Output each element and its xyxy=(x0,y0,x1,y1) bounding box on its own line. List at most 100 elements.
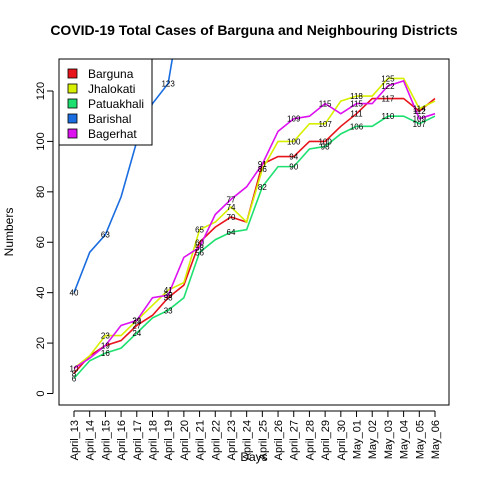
y-tick-label: 20 xyxy=(35,337,47,349)
data-label: 115 xyxy=(319,100,332,109)
x-tick-label: April_16 xyxy=(116,420,128,460)
data-label: 29 xyxy=(132,316,141,325)
y-tick-label: 80 xyxy=(35,186,47,198)
x-tick-label: April_23 xyxy=(226,420,238,460)
data-label: 107 xyxy=(318,120,332,129)
data-label: 109 xyxy=(287,115,301,124)
data-label: 82 xyxy=(258,183,267,192)
legend-swatch xyxy=(67,83,78,94)
data-label: 114 xyxy=(413,105,426,114)
legend-label: Patuakhali xyxy=(88,97,144,111)
data-label: 125 xyxy=(381,74,395,83)
data-label: 6 xyxy=(72,374,77,383)
x-tick-label: May_05 xyxy=(414,420,426,459)
x-tick-label: April_26 xyxy=(273,420,285,460)
x-tick-label: May_06 xyxy=(430,420,442,459)
x-tick-label: May_03 xyxy=(383,420,395,459)
x-tick-label: April_25 xyxy=(257,420,269,460)
data-label: 94 xyxy=(289,153,298,162)
data-label: 112 xyxy=(413,107,426,116)
x-tick-label: May_01 xyxy=(352,420,364,459)
data-label: 41 xyxy=(164,286,173,295)
x-tick-label: April_29 xyxy=(320,420,332,460)
legend: BargunaJhalokatiPatuakhaliBarishalBagerh… xyxy=(58,58,153,146)
data-label: 40 xyxy=(70,289,79,298)
x-tick-label: May_02 xyxy=(367,420,379,459)
data-label: 123 xyxy=(161,79,175,88)
data-label: 98 xyxy=(321,142,330,151)
x-tick-label: April_22 xyxy=(210,420,222,460)
series-line-barishal xyxy=(73,59,174,293)
data-label: 70 xyxy=(227,213,236,222)
plot-frame xyxy=(58,58,450,406)
x-tick-label: April_15 xyxy=(100,420,112,460)
data-label: 23 xyxy=(101,332,110,341)
data-label: 39 xyxy=(164,291,173,300)
legend-swatch xyxy=(67,68,78,79)
data-label: 31 xyxy=(132,316,141,325)
x-tick-label: April_13 xyxy=(69,420,81,460)
legend-swatch xyxy=(67,113,78,124)
legend-swatch xyxy=(67,128,78,139)
y-axis-label: Numbers xyxy=(2,208,16,257)
legend-label: Barishal xyxy=(88,112,131,126)
legend-label: Jhalokati xyxy=(88,82,135,96)
data-label: 10 xyxy=(70,364,79,373)
y-tick-label: 60 xyxy=(35,236,47,248)
x-tick-label: April_20 xyxy=(179,420,191,460)
data-label: 110 xyxy=(382,112,395,121)
data-label: 122 xyxy=(381,82,395,91)
x-tick-label: April_28 xyxy=(304,420,316,460)
data-label: 91 xyxy=(258,160,267,169)
data-label: 74 xyxy=(227,203,236,212)
data-label: 100 xyxy=(287,137,301,146)
data-label: 38 xyxy=(164,294,173,303)
x-tick-label: April_30 xyxy=(336,420,348,460)
chart-title: COVID-19 Total Cases of Barguna and Neig… xyxy=(50,22,458,38)
data-label: 90 xyxy=(289,163,298,172)
y-tick-label: 40 xyxy=(35,287,47,299)
data-label: 33 xyxy=(164,306,173,315)
data-label: 77 xyxy=(227,195,236,204)
y-tick-label: 0 xyxy=(35,390,47,396)
legend-label: Bagerhat xyxy=(88,127,137,141)
series-line-bagerhat xyxy=(73,79,436,369)
series-line-jhalokati xyxy=(73,77,436,369)
series-line-patuakhali xyxy=(73,115,436,379)
y-tick-label: 100 xyxy=(35,132,47,150)
x-tick-label: April_17 xyxy=(132,420,144,460)
data-label: 111 xyxy=(350,110,363,119)
data-label: 115 xyxy=(350,100,363,109)
data-label: 24 xyxy=(132,329,141,338)
x-tick-label: April_27 xyxy=(289,420,301,460)
x-tick-label: April_19 xyxy=(163,420,175,460)
x-tick-label: May_04 xyxy=(399,420,411,459)
data-label: 107 xyxy=(413,120,427,129)
x-axis-label: Days xyxy=(240,450,267,464)
legend-label: Barguna xyxy=(88,67,134,81)
data-label: 64 xyxy=(227,228,236,237)
data-label: 106 xyxy=(350,122,364,131)
data-label: 27 xyxy=(132,321,141,330)
data-label: 117 xyxy=(382,95,395,104)
data-label: 16 xyxy=(101,349,110,358)
x-tick-label: April_18 xyxy=(147,420,159,460)
data-label: 8 xyxy=(72,369,77,378)
data-label: 109 xyxy=(413,115,427,124)
x-tick-label: April_24 xyxy=(242,420,254,460)
x-tick-label: April_14 xyxy=(85,420,97,460)
x-axis: April_13 April_14 April_15 April_16 April_17… xyxy=(69,410,442,460)
y-tick-label: 120 xyxy=(35,82,47,100)
data-label: 100 xyxy=(318,137,332,146)
y-axis: 0 20 40 60 80 100 120 xyxy=(35,82,54,397)
data-label: 63 xyxy=(101,231,110,240)
data-label: 118 xyxy=(350,92,363,101)
data-label: 19 xyxy=(101,342,110,351)
data-label: 58 xyxy=(195,243,204,252)
data-label: 65 xyxy=(195,226,204,235)
data-label: 60 xyxy=(195,238,204,247)
data-label: 86 xyxy=(258,165,267,174)
legend-swatch xyxy=(67,98,78,109)
